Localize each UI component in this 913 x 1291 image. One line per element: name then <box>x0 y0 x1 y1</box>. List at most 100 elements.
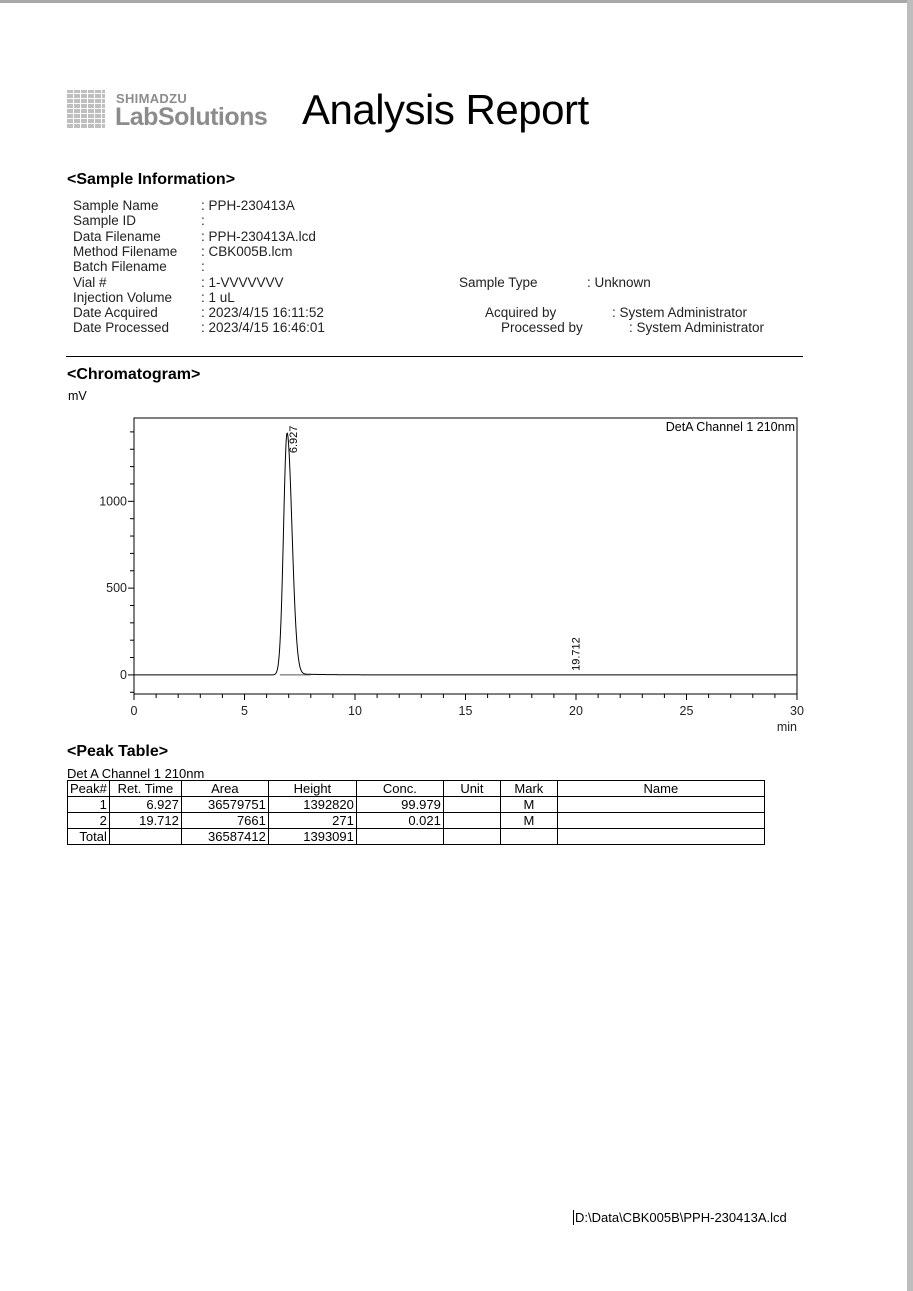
column-header: Name <box>556 780 765 797</box>
info-value-text: Unknown <box>594 275 651 290</box>
x-tick-label: 15 <box>459 704 473 718</box>
chromatogram-chart: 0 5 10 15 20 25 30 min 0 500 1000 DetA Channel 1 21… <box>99 417 804 734</box>
x-tick-label: 5 <box>241 704 248 718</box>
info-value-text: System Administrator <box>619 305 748 320</box>
y-tick-label: 500 <box>106 581 127 595</box>
info-value-text: System Administrator <box>636 320 765 335</box>
info-label: Sample ID <box>73 213 137 229</box>
column-header: Unit <box>442 780 501 797</box>
info-label: Acquired by <box>485 305 557 320</box>
column-header: Mark <box>499 780 558 797</box>
y-tick-label: 0 <box>120 668 127 682</box>
info-label: Sample Type <box>459 275 538 290</box>
column-header: Peak# <box>67 780 110 797</box>
info-value: : 2023/4/15 16:46:01 <box>201 320 325 336</box>
table-total-row: Total 36587412 1393091 <box>67 828 765 845</box>
table-cell: M <box>499 812 558 829</box>
info-value: : CBK005B.lcm <box>201 243 293 259</box>
table-header-row: Peak# Ret. Time Area Height Conc. Unit Mark Nam… <box>67 780 765 797</box>
column-header: Conc. <box>355 780 444 797</box>
y-tick-label: 1000 <box>99 494 127 508</box>
info-value: : PPH-230413A <box>201 198 295 213</box>
table-cell <box>556 812 765 829</box>
table-cell: 271 <box>267 812 357 829</box>
table-cell <box>556 796 765 813</box>
table-cell: Total <box>67 828 110 845</box>
info-label: Sample Name <box>73 198 159 213</box>
peak-table-detector: Det A Channel 1 210nm <box>67 766 205 781</box>
table-cell: 36579751 <box>180 796 269 813</box>
table-cell <box>108 828 182 845</box>
page-border-top <box>0 0 913 3</box>
info-value-text: 1 uL <box>208 289 235 305</box>
table-cell: 7661 <box>180 812 269 829</box>
info-value: : Unknown <box>587 275 651 290</box>
info-value: : System Administrator <box>612 305 748 320</box>
info-value: : <box>201 213 209 229</box>
shimadzu-logo: SHIMADZU LabSolutions <box>67 90 277 132</box>
x-tick-label: 0 <box>131 704 138 718</box>
peak-label: 6.927 <box>288 426 300 454</box>
info-label: Vial # <box>73 274 107 290</box>
x-axis-label: min <box>777 720 797 734</box>
plot-frame <box>133 417 798 695</box>
table-cell: 1 <box>67 796 110 813</box>
info-value: : <box>201 259 209 275</box>
info-value: : 1-VVVVVVV <box>201 274 284 290</box>
info-value: : 1 uL <box>201 289 235 305</box>
peak-table-heading: <Peak Table> <box>67 743 169 760</box>
table-cell <box>442 796 501 813</box>
table-cell <box>499 828 558 845</box>
info-label: Date Acquired <box>73 305 158 321</box>
info-label: Processed by <box>501 320 583 335</box>
table-cell <box>442 828 501 845</box>
table-cell <box>556 828 765 845</box>
table-cell: 36587412 <box>180 828 269 845</box>
table-cell <box>355 828 444 845</box>
table-cell: 0.021 <box>355 812 444 829</box>
legend-label: DetA Channel 1 210nm <box>666 420 795 434</box>
footer-file-path: D:\Data\CBK005B\PPH-230413A.lcd <box>573 1210 787 1225</box>
info-value: : PPH-230413A.lcd <box>201 228 316 244</box>
info-value-text: 1-VVVVVVV <box>208 274 284 290</box>
logo-brand: SHIMADZU <box>116 91 188 106</box>
x-tick-label: 20 <box>569 704 583 718</box>
column-header: Area <box>180 780 269 797</box>
info-label: Batch Filename <box>73 259 167 275</box>
table-cell: 19.712 <box>108 812 182 829</box>
divider <box>66 356 803 357</box>
table-cell: 2 <box>67 812 110 829</box>
column-header: Ret. Time <box>108 780 182 797</box>
info-value-text: PPH-230413A <box>208 198 295 213</box>
info-value: : System Administrator <box>629 320 765 335</box>
table-row: 2 19.712 7661 271 0.021 M <box>67 812 765 829</box>
info-value: : 2023/4/15 16:11:52 <box>201 305 324 321</box>
chromatogram-heading: <Chromatogram> <box>67 366 201 383</box>
info-value-text: 2023/4/15 16:11:52 <box>208 305 324 321</box>
table-cell: M <box>499 796 558 813</box>
info-value-text: 2023/4/15 16:46:01 <box>208 320 325 336</box>
x-tick-label: 10 <box>348 704 362 718</box>
info-label: Date Processed <box>73 320 170 336</box>
logo-grid-icon <box>67 90 105 128</box>
table-row: 1 6.927 36579751 1392820 99.979 M <box>67 796 765 813</box>
table-cell <box>442 812 501 829</box>
table-cell: 1393091 <box>267 828 357 845</box>
table-cell: 6.927 <box>108 796 182 813</box>
column-header: Height <box>267 780 357 797</box>
info-label: Method Filename <box>73 243 178 259</box>
table-cell: 99.979 <box>355 796 444 813</box>
page-border-right <box>907 0 913 1291</box>
info-label: Injection Volume <box>73 289 173 305</box>
info-value-text: PPH-230413A.lcd <box>208 228 316 244</box>
x-tick-label: 25 <box>680 704 694 718</box>
sample-information-heading: <Sample Information> <box>67 171 236 188</box>
info-label: Data Filename <box>73 228 161 244</box>
peak-label: 19.712 <box>571 637 583 671</box>
info-value-text: CBK005B.lcm <box>208 243 293 259</box>
y-axis-label: mV <box>68 389 87 403</box>
logo-product: LabSolutions <box>115 103 268 131</box>
chromatogram-trace <box>134 432 797 676</box>
peak-table: Peak# Ret. Time Area Height Conc. Unit Mark Nam… <box>67 780 765 845</box>
table-cell: 1392820 <box>267 796 357 813</box>
